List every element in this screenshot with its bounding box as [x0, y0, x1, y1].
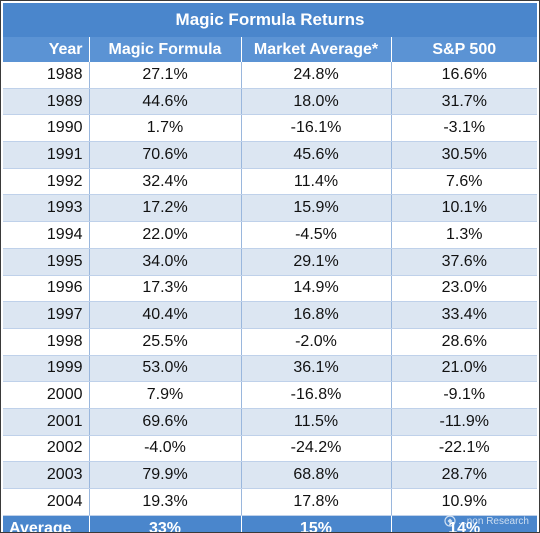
- market-average-cell: 17.8%: [241, 488, 392, 516]
- sp500-cell: 23.0%: [391, 275, 537, 303]
- sp500-cell: -11.9%: [391, 408, 537, 436]
- market-average-cell: 14.9%: [241, 275, 392, 303]
- table-row: 1991 70.6% 45.6% 30.5%: [3, 141, 537, 169]
- table-row: 1992 32.4% 11.4% 7.6%: [3, 168, 537, 196]
- footer-market-average: 15%: [241, 515, 392, 532]
- market-average-cell: -2.0%: [241, 328, 392, 356]
- table-row: 1993 17.2% 15.9% 10.1%: [3, 194, 537, 223]
- magic-formula-cell: 19.3%: [89, 488, 242, 516]
- market-average-cell: 36.1%: [241, 355, 392, 383]
- table-row: 2003 79.9% 68.8% 28.7%: [3, 461, 537, 489]
- market-average-cell: 11.4%: [241, 168, 392, 196]
- table-row: 1989 44.6% 18.0% 31.7%: [3, 88, 537, 116]
- table-row: 2004 19.3% 17.8% 10.9%: [3, 488, 537, 516]
- sp500-cell: 30.5%: [391, 141, 537, 169]
- header-sp500: S&P 500: [391, 37, 537, 62]
- table-row: 1994 22.0% -4.5% 1.3%: [3, 221, 537, 249]
- magic-formula-cell: 34.0%: [89, 248, 242, 276]
- market-average-cell: -4.5%: [241, 221, 392, 249]
- table-body: 1988 27.1% 24.8% 16.6% 1989 44.6% 18.0% 31.7% 19…: [3, 62, 537, 516]
- year-cell: 1994: [3, 221, 90, 249]
- magic-formula-cell: 25.5%: [89, 328, 242, 356]
- year-cell: 1990: [3, 114, 90, 143]
- sp500-cell: 37.6%: [391, 248, 537, 276]
- market-average-cell: 45.6%: [241, 141, 392, 169]
- magic-formula-cell: 79.9%: [89, 461, 242, 489]
- magic-formula-cell: 32.4%: [89, 168, 242, 196]
- sp500-cell: 28.6%: [391, 328, 537, 356]
- magic-formula-cell: 40.4%: [89, 301, 242, 329]
- year-cell: 1995: [3, 248, 90, 276]
- magic-formula-cell: 27.1%: [89, 62, 242, 89]
- year-cell: 1997: [3, 301, 90, 329]
- year-cell: 2000: [3, 381, 90, 409]
- table-row: 1995 34.0% 29.1% 37.6%: [3, 248, 537, 276]
- sp500-cell: 16.6%: [391, 62, 537, 89]
- sp500-cell: 10.1%: [391, 194, 537, 223]
- magic-formula-cell: 1.7%: [89, 114, 242, 143]
- header-market-average: Market Average*: [241, 37, 392, 62]
- table-row: 1988 27.1% 24.8% 16.6%: [3, 62, 537, 89]
- sp500-cell: 7.6%: [391, 168, 537, 196]
- magic-formula-cell: 7.9%: [89, 381, 242, 409]
- footer-label-average: Average: [3, 515, 90, 532]
- sp500-cell: 1.3%: [391, 221, 537, 249]
- market-average-cell: -16.8%: [241, 381, 392, 409]
- magic-formula-cell: 17.2%: [89, 194, 242, 223]
- magic-formula-cell: -4.0%: [89, 435, 242, 463]
- sp500-cell: 28.7%: [391, 461, 537, 489]
- footer-magic-formula-average: 33%: [89, 515, 242, 532]
- market-average-cell: -16.1%: [241, 114, 392, 143]
- year-cell: 1992: [3, 168, 90, 196]
- market-average-cell: 24.8%: [241, 62, 392, 89]
- footer-sp500-average: 14%: [391, 515, 537, 532]
- table-row: 1999 53.0% 36.1% 21.0%: [3, 355, 537, 383]
- magic-formula-cell: 69.6%: [89, 408, 242, 436]
- returns-table: Year Magic Formula Market Average* S&P 5…: [3, 37, 537, 532]
- year-cell: 2002: [3, 435, 90, 463]
- magic-formula-cell: 17.3%: [89, 275, 242, 303]
- sp500-cell: -3.1%: [391, 114, 537, 143]
- footer-row: Average 33% 15% 14%: [3, 515, 537, 532]
- market-average-cell: 11.5%: [241, 408, 392, 436]
- year-cell: 1988: [3, 62, 90, 89]
- sp500-cell: 10.9%: [391, 488, 537, 516]
- sp500-cell: -22.1%: [391, 435, 537, 463]
- year-cell: 2003: [3, 461, 90, 489]
- magic-formula-cell: 22.0%: [89, 221, 242, 249]
- year-cell: 1999: [3, 355, 90, 383]
- magic-formula-cell: 70.6%: [89, 141, 242, 169]
- sp500-cell: 31.7%: [391, 88, 537, 116]
- table-row: 2001 69.6% 11.5% -11.9%: [3, 408, 537, 436]
- header-row: Year Magic Formula Market Average* S&P 5…: [3, 37, 537, 62]
- sp500-cell: 21.0%: [391, 355, 537, 383]
- sp500-cell: 33.4%: [391, 301, 537, 329]
- year-cell: 1991: [3, 141, 90, 169]
- table-title: Magic Formula Returns: [3, 3, 537, 37]
- magic-formula-cell: 44.6%: [89, 88, 242, 116]
- table-row: 2002 -4.0% -24.2% -22.1%: [3, 435, 537, 463]
- year-cell: 1989: [3, 88, 90, 116]
- header-magic-formula: Magic Formula: [89, 37, 242, 62]
- table-row: 1990 1.7% -16.1% -3.1%: [3, 114, 537, 143]
- market-average-cell: 68.8%: [241, 461, 392, 489]
- market-average-cell: 29.1%: [241, 248, 392, 276]
- year-cell: 2004: [3, 488, 90, 516]
- market-average-cell: 16.8%: [241, 301, 392, 329]
- market-average-cell: 18.0%: [241, 88, 392, 116]
- market-average-cell: -24.2%: [241, 435, 392, 463]
- year-cell: 1993: [3, 194, 90, 223]
- market-average-cell: 15.9%: [241, 194, 392, 223]
- sp500-cell: -9.1%: [391, 381, 537, 409]
- year-cell: 1998: [3, 328, 90, 356]
- year-cell: 1996: [3, 275, 90, 303]
- year-cell: 2001: [3, 408, 90, 436]
- table-row: 1996 17.3% 14.9% 23.0%: [3, 275, 537, 303]
- table-row: 2000 7.9% -16.8% -9.1%: [3, 381, 537, 409]
- table-row: 1998 25.5% -2.0% 28.6%: [3, 328, 537, 356]
- magic-formula-cell: 53.0%: [89, 355, 242, 383]
- header-year: Year: [3, 37, 90, 62]
- table-row: 1997 40.4% 16.8% 33.4%: [3, 301, 537, 329]
